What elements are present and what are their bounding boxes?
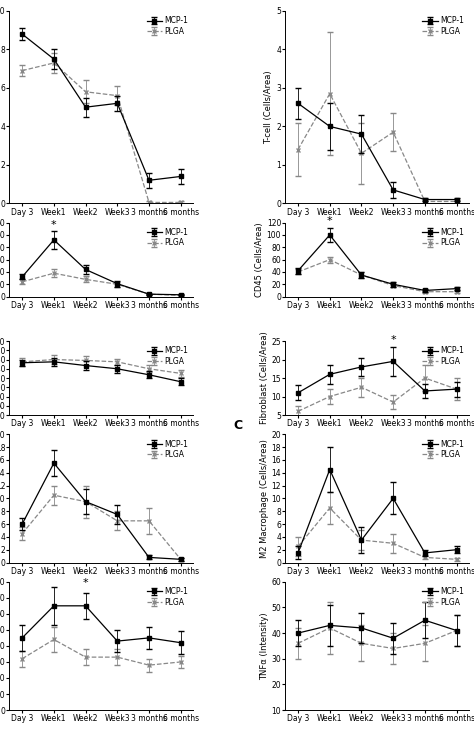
Legend: MCP-1, PLGA: MCP-1, PLGA xyxy=(421,438,465,460)
Legend: MCP-1, PLGA: MCP-1, PLGA xyxy=(145,15,190,37)
Y-axis label: M2 Macrophage (Cells/Area): M2 Macrophage (Cells/Area) xyxy=(260,439,269,558)
Legend: MCP-1, PLGA: MCP-1, PLGA xyxy=(421,586,465,608)
Text: C: C xyxy=(234,419,243,432)
Legend: MCP-1, PLGA: MCP-1, PLGA xyxy=(145,345,190,367)
Y-axis label: Fibroblast (Cells/Area): Fibroblast (Cells/Area) xyxy=(260,332,269,425)
Legend: MCP-1, PLGA: MCP-1, PLGA xyxy=(145,226,190,249)
Text: *: * xyxy=(83,578,88,589)
Legend: MCP-1, PLGA: MCP-1, PLGA xyxy=(421,345,465,367)
Legend: MCP-1, PLGA: MCP-1, PLGA xyxy=(421,15,465,37)
Legend: MCP-1, PLGA: MCP-1, PLGA xyxy=(145,586,190,608)
Y-axis label: CD45 (Cells/Area): CD45 (Cells/Area) xyxy=(255,223,264,297)
Text: *: * xyxy=(327,217,333,226)
Legend: MCP-1, PLGA: MCP-1, PLGA xyxy=(421,226,465,249)
Y-axis label: T-cell (Cells/Area): T-cell (Cells/Area) xyxy=(264,70,273,144)
Y-axis label: TNFα (Intensity): TNFα (Intensity) xyxy=(260,612,269,680)
Text: *: * xyxy=(391,335,396,345)
Text: *: * xyxy=(51,220,57,230)
Legend: MCP-1, PLGA: MCP-1, PLGA xyxy=(145,438,190,460)
